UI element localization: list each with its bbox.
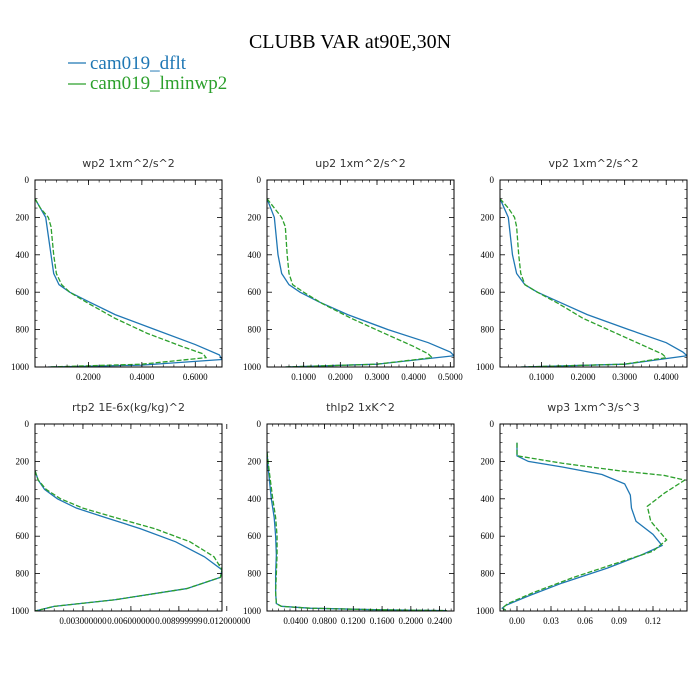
y-tick-label: 800: [16, 569, 30, 579]
x-tick-label: 0.2000: [571, 372, 596, 382]
y-tick-label: 600: [481, 287, 495, 297]
x-tick-label: 0.12: [645, 616, 661, 626]
plot-frame: [34, 423, 223, 612]
series-line-cam019_dflt: [35, 470, 222, 611]
y-tick-label: 0: [25, 175, 30, 185]
series-line-cam019_lminwp2: [501, 442, 687, 611]
series-line-cam019_lminwp2: [267, 198, 434, 367]
legend: cam019_dflt cam019_lminwp2: [68, 53, 227, 94]
series-line-cam019_dflt: [500, 198, 687, 367]
panel-title: rtp2 1E-6x(kg/kg)^2: [72, 401, 185, 414]
y-tick-label: 1000: [243, 362, 262, 372]
y-tick-label: 400: [16, 494, 30, 504]
y-tick-label: 600: [248, 531, 262, 541]
series-line-cam019_dflt: [35, 198, 222, 367]
legend-label-dflt: cam019_dflt: [90, 53, 187, 74]
panels: wp2 1xm^2/s^2 0 200 400 600 800 1000 0.2000 0.40…: [11, 157, 688, 626]
panel-title: up2 1xm^2/s^2: [315, 157, 406, 170]
y-tick-label: 200: [248, 456, 262, 466]
x-tick-label: 0.006000000: [107, 616, 155, 626]
y-tick-label: 800: [248, 325, 262, 335]
series-line-cam019_dflt: [267, 198, 454, 367]
y-tick-label: 0: [490, 175, 495, 185]
panel-title: thlp2 1xK^2: [326, 401, 395, 414]
y-tick-label: 600: [16, 531, 30, 541]
plot-frame: [266, 179, 455, 368]
x-tick-label: 0.0800: [312, 616, 337, 626]
y-tick-label: 400: [481, 250, 495, 260]
plot-frame: [266, 423, 455, 612]
x-tick-label: 0.4000: [654, 372, 679, 382]
plot-frame: [34, 179, 223, 368]
y-tick-label: 800: [16, 325, 30, 335]
panel-1: wp2 1xm^2/s^2 0 200 400 600 800 1000 0.2000 0.40…: [11, 157, 223, 382]
y-tick-label: 600: [481, 531, 495, 541]
x-tick-label: 0.1200: [341, 616, 366, 626]
y-tick-label: 400: [248, 494, 262, 504]
x-tick-label: 0.008999999: [155, 616, 203, 626]
x-tick-label: 0.003000000: [59, 616, 107, 626]
y-tick-label: 1000: [476, 362, 495, 372]
y-tick-label: 0: [257, 419, 262, 429]
series-line-cam019_dflt: [267, 452, 447, 611]
x-tick-label: 0.2000: [398, 616, 423, 626]
y-tick-label: 800: [481, 325, 495, 335]
x-tick-label: 0.3000: [612, 372, 637, 382]
y-tick-label: 200: [481, 212, 495, 222]
x-tick-label: 0.1000: [291, 372, 316, 382]
plot-frame: [499, 179, 688, 368]
series-line-cam019_dflt: [501, 442, 664, 611]
panel-3: vp2 1xm^2/s^2 0 200 400 600 800 1000 0.1000 0.20…: [476, 157, 688, 382]
x-tick-label: 0.4000: [401, 372, 426, 382]
y-tick-label: 200: [248, 212, 262, 222]
x-tick-label: 0.06: [577, 616, 593, 626]
y-tick-label: 1000: [243, 606, 262, 616]
series-line-cam019_lminwp2: [35, 198, 208, 367]
panel-6: wp3 1xm^3/s^3 0 200 400 600 800 1000 0.00 0.03 0.…: [476, 401, 688, 626]
y-tick-label: 1000: [11, 362, 30, 372]
x-tick-label: 0.1000: [529, 372, 554, 382]
x-tick-label: 0.012000000: [203, 616, 251, 626]
y-tick-label: 1000: [11, 606, 30, 616]
y-tick-label: 400: [481, 494, 495, 504]
x-tick-label: 0.6000: [183, 372, 208, 382]
y-tick-label: 200: [16, 212, 30, 222]
x-tick-label: 0.3000: [365, 372, 390, 382]
x-tick-label: 0.2000: [76, 372, 101, 382]
series-line-cam019_lminwp2: [267, 451, 447, 611]
series-line-cam019_lminwp2: [35, 470, 222, 611]
x-tick-label: 0.5000: [438, 372, 463, 382]
y-tick-label: 1000: [476, 606, 495, 616]
panel-title: vp2 1xm^2/s^2: [548, 157, 638, 170]
series-line-cam019_lminwp2: [500, 198, 668, 367]
legend-label-lminwp2: cam019_lminwp2: [90, 73, 227, 94]
y-tick-label: 0: [490, 419, 495, 429]
panel-4: rtp2 1E-6x(kg/kg)^2 0 200 400 600 800 1000 0.00…: [11, 401, 251, 626]
x-tick-label: 0.4000: [129, 372, 154, 382]
x-tick-label: 0.2000: [328, 372, 353, 382]
panel-title: wp2 1xm^2/s^2: [82, 157, 175, 170]
y-tick-label: 0: [257, 175, 262, 185]
y-tick-label: 200: [481, 456, 495, 466]
y-tick-label: 400: [248, 250, 262, 260]
figure-title: CLUBB VAR at90E,30N: [249, 31, 451, 53]
panel-5: thlp2 1xK^2 0 200 400 600 800 1000 0.0400 0.0800…: [243, 401, 455, 626]
panel-title: wp3 1xm^3/s^3: [547, 401, 640, 414]
x-tick-label: 0.09: [611, 616, 627, 626]
y-tick-label: 600: [16, 287, 30, 297]
x-tick-label: 0.1600: [370, 616, 395, 626]
plot-frame: [499, 423, 688, 612]
y-tick-label: 600: [248, 287, 262, 297]
x-tick-label: 0.0400: [283, 616, 308, 626]
x-tick-label: 0.03: [543, 616, 559, 626]
y-tick-label: 400: [16, 250, 30, 260]
y-tick-label: 800: [481, 569, 495, 579]
x-tick-label: 0.00: [509, 616, 525, 626]
y-tick-label: 200: [16, 456, 30, 466]
x-tick-label: 0.2400: [427, 616, 452, 626]
panel-2: up2 1xm^2/s^2 0 200 400 600 800 1000 0.1000 0.20…: [243, 157, 463, 382]
y-tick-label: 800: [248, 569, 262, 579]
y-tick-label: 0: [25, 419, 30, 429]
